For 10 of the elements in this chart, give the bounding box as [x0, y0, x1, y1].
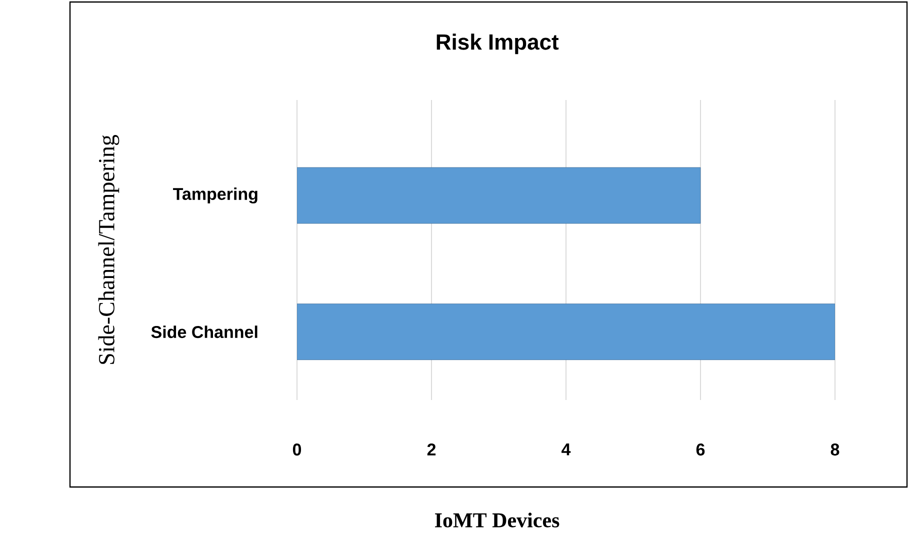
chart-title: Risk Impact [436, 34, 559, 54]
y-axis-title: Side-Channel/Tampering [98, 134, 120, 364]
x-axis-title: IoMT Devices [435, 512, 560, 528]
x-tick-label: 0 [292, 444, 302, 456]
x-tick-label: 6 [696, 444, 705, 456]
x-tick-label: 2 [427, 444, 436, 456]
y-tick-label: Tampering [173, 188, 258, 204]
x-tick-label: 4 [562, 444, 571, 456]
y-tick-label: Side Channel [151, 326, 258, 338]
x-tick-label: 8 [830, 444, 840, 456]
